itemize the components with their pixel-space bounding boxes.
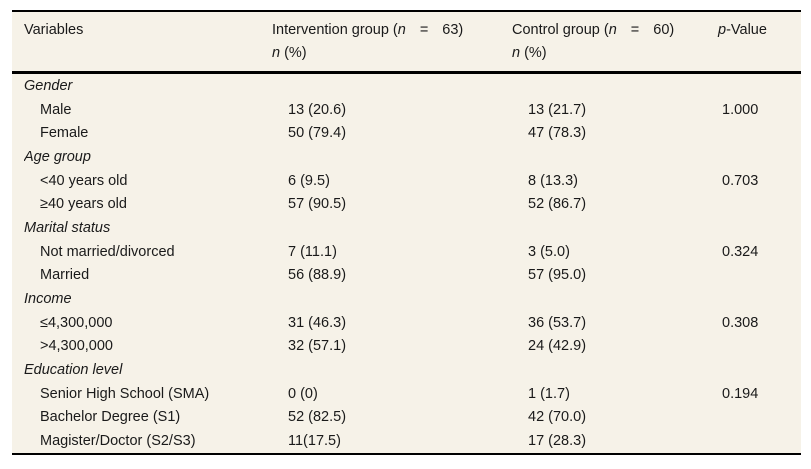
table-row-under40: <40 years old 6 (9.5) 8 (13.3) 0.703: [12, 169, 801, 193]
table-row-female: Female 50 (79.4) 47 (78.3): [12, 121, 801, 145]
header-intervention-n2: n: [272, 45, 281, 61]
row-label: ≤4,300,000: [40, 314, 113, 331]
row-p-value: 0.194: [722, 385, 759, 402]
row-control-value: 17 (28.3): [528, 433, 587, 450]
table-row-male: Male 13 (20.6) 13 (21.7) 1.000: [12, 98, 801, 122]
row-control-value: 52 (86.7): [528, 196, 587, 213]
table-row-married: Married 56 (88.9) 57 (95.0): [12, 264, 801, 288]
row-intervention-value: 0 (0): [288, 385, 318, 402]
header-control-equals: =: [630, 22, 640, 38]
header-row: Variables Intervention group (n = 63) n (%)…: [12, 19, 801, 65]
row-label: Bachelor Degree (S1): [40, 409, 181, 426]
table-row-not-married: Not married/divorced 7 (11.1) 3 (5.0) 0.…: [12, 240, 801, 264]
header-control-group: Control group (n = 60) n (%): [512, 19, 706, 65]
table-row-over40: ≥40 years old 57 (90.5) 52 (86.7): [12, 192, 801, 216]
row-p-value: 0.308: [722, 314, 759, 331]
row-intervention-value: 32 (57.1): [288, 338, 347, 355]
row-intervention-value: 57 (90.5): [288, 196, 347, 213]
row-label: Male: [40, 101, 72, 118]
table-header: Variables Intervention group (n = 63) n (%)…: [12, 12, 801, 74]
row-label: Senior High School (SMA): [40, 385, 210, 402]
table-row-magister-doctor: Magister/Doctor (S2/S3) 11(17.5) 17 (28.…: [12, 429, 801, 453]
row-p-value: 0.703: [722, 172, 759, 189]
table-row-age-group: Age group: [12, 145, 801, 169]
header-intervention-pct: (%): [284, 45, 307, 61]
header-control-n: n: [608, 22, 617, 38]
header-control-n2: n: [512, 45, 521, 61]
row-intervention-value: 11(17.5): [288, 433, 341, 450]
table-body: Gender Male 13 (20.6) 13 (21.7) 1.000 Fe…: [12, 74, 801, 453]
row-control-value: 8 (13.3): [528, 172, 578, 189]
row-intervention-value: 13 (20.6): [288, 101, 347, 118]
row-label: Age group: [24, 148, 91, 165]
row-label: ≥40 years old: [40, 196, 127, 213]
header-intervention-count: 63): [442, 22, 464, 38]
row-control-value: 1 (1.7): [528, 385, 570, 402]
row-label: Female: [40, 125, 89, 142]
row-label: <40 years old: [40, 172, 128, 189]
header-control-line1: Control group (n = 60): [512, 19, 706, 42]
header-intervention-line2: n (%): [272, 42, 512, 65]
row-intervention-value: 31 (46.3): [288, 314, 347, 331]
row-label: Not married/divorced: [40, 243, 175, 260]
header-p-rest: -Value: [726, 22, 767, 38]
header-variables: Variables: [24, 19, 272, 65]
row-label: Gender: [24, 77, 73, 94]
row-label: >4,300,000: [40, 338, 113, 355]
table-row-senior-high-school: Senior High School (SMA) 0 (0) 1 (1.7) 0…: [12, 382, 801, 406]
table-row-marital-status: Marital status: [12, 216, 801, 240]
header-control-count: 60): [653, 22, 675, 38]
header-intervention-line1: Intervention group (n = 63): [272, 19, 512, 42]
header-variables-label: Variables: [24, 22, 84, 38]
header-p-italic: p: [718, 22, 727, 38]
header-p-value-label: p-Value: [718, 19, 793, 42]
row-intervention-value: 7 (11.1): [288, 243, 337, 260]
table-row-gender: Gender: [12, 74, 801, 98]
row-intervention-value: 52 (82.5): [288, 409, 347, 426]
row-control-value: 47 (78.3): [528, 125, 587, 142]
table-row-income: Income: [12, 287, 801, 311]
table-row-income-high: >4,300,000 32 (57.1) 24 (42.9): [12, 335, 801, 359]
row-control-value: 13 (21.7): [528, 101, 587, 118]
header-p-value: p-Value: [706, 19, 793, 65]
header-intervention-n: n: [397, 22, 406, 38]
header-control-pre: Control group (: [512, 22, 609, 38]
row-control-value: 42 (70.0): [528, 409, 587, 426]
row-label: Magister/Doctor (S2/S3): [40, 433, 196, 450]
row-label: Marital status: [24, 219, 111, 236]
row-label: Married: [40, 267, 90, 284]
row-intervention-value: 50 (79.4): [288, 125, 347, 142]
row-intervention-value: 56 (88.9): [288, 267, 347, 284]
demographics-table: Variables Intervention group (n = 63) n (%)…: [12, 10, 801, 455]
row-control-value: 57 (95.0): [528, 267, 587, 284]
header-control-line2: n (%): [512, 42, 706, 65]
header-intervention-group: Intervention group (n = 63) n (%): [272, 19, 512, 65]
table-row-bachelor-degree: Bachelor Degree (S1) 52 (82.5) 42 (70.0): [12, 406, 801, 430]
row-label: Education level: [24, 362, 123, 379]
header-control-pct: (%): [524, 45, 547, 61]
row-p-value: 1.000: [722, 101, 759, 118]
header-intervention-pre: Intervention group (: [272, 22, 398, 38]
table-row-education-level: Education level: [12, 358, 801, 382]
row-control-value: 24 (42.9): [528, 338, 587, 355]
table-row-income-low: ≤4,300,000 31 (46.3) 36 (53.7) 0.308: [12, 311, 801, 335]
row-control-value: 36 (53.7): [528, 314, 587, 331]
row-p-value: 0.324: [722, 243, 759, 260]
row-control-value: 3 (5.0): [528, 243, 570, 260]
header-intervention-equals: =: [419, 22, 429, 38]
row-label: Income: [24, 291, 72, 308]
row-intervention-value: 6 (9.5): [288, 172, 330, 189]
